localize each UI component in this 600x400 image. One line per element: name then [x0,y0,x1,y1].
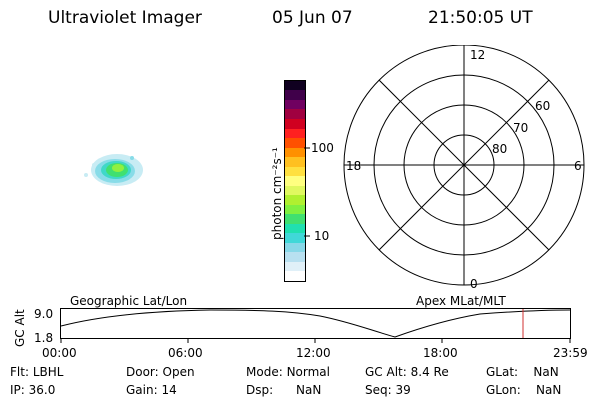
polar-label-left: 18 [346,159,361,173]
timeline-label-left: Geographic Lat/Lon [70,294,188,308]
polar-label-right: 6 [574,159,582,173]
colorbar-tick-10: 10 [314,229,330,243]
colorbar-swatch [285,214,305,224]
polar-label-top: 12 [470,48,485,62]
timeline-xtick-2359: 23:59 [553,346,588,360]
altitude-curve [60,309,571,338]
colorbar-swatch [285,80,305,91]
colorbar-swatch [285,138,305,148]
colorbar [284,80,306,282]
auroral-image [84,154,143,186]
info-mode: Mode: Normal [246,365,330,379]
colorbar-swatch [285,128,305,139]
colorbar-swatch [285,261,305,272]
colorbar-swatch [285,90,305,100]
polar-lat-70: 70 [513,121,528,135]
colorbar-swatch [285,223,305,234]
colorbar-swatch [285,242,305,253]
auroral-blob [84,154,143,186]
colorbar-swatch [285,157,305,167]
colorbar-tick-100: 100 [311,141,334,155]
colorbar-swatch [285,99,305,110]
colorbar-swatch [285,204,305,215]
instrument-title: Ultraviolet Imager [48,8,202,28]
colorbar-swatch [285,195,305,205]
polar-plot: 12 0 18 6 60 70 80 [343,45,585,290]
polar-diagonal-2 [378,79,550,251]
info-seq: Seq: 39 [365,383,411,397]
timeline-ytick-low: 1.8 [34,331,54,345]
colorbar-swatch [285,176,305,186]
polar-lat-80: 80 [492,142,507,156]
colorbar-ticks [304,147,310,237]
colorbar-swatch [285,147,305,158]
info-ip: IP: 36.0 [10,383,56,397]
timeline-xtick-1800: 18:00 [423,346,458,360]
timeline-xtick-1200: 12:00 [296,346,331,360]
timeline-ytick-high: 9.0 [34,307,54,321]
timeline-axis-label: GC Alt [13,309,27,347]
colorbar-swatch [285,166,305,177]
polar-label-bottom: 0 [470,277,478,290]
date-label: 05 Jun 07 [272,8,353,28]
timeline-xtick-0000: 00:00 [42,346,77,360]
colorbar-unit-label: photon cm⁻²s⁻¹ [270,147,284,240]
timeline-plot [60,308,571,343]
info-gain: Gain: 14 [126,383,177,397]
info-gc-alt: GC Alt: 8.4 Re [365,365,449,379]
info-door: Door: Open [126,365,195,379]
colorbar-swatch [285,233,305,243]
colorbar-swatch [285,118,305,129]
colorbar-swatch [285,252,305,262]
colorbar-swatch [285,185,305,196]
polar-lat-60: 60 [535,99,550,113]
info-dsp: Dsp: NaN [246,383,322,397]
colorbar-swatch [285,109,305,119]
timeline-xtick-0600: 06:00 [168,346,203,360]
info-glat: GLat: NaN [486,365,559,379]
info-glon: GLon: NaN [486,383,562,397]
colorbar-swatch [285,271,305,281]
timeline-label-right: Apex MLat/MLT [416,294,506,308]
info-flt: Flt: LBHL [10,365,64,379]
time-label: 21:50:05 UT [428,8,533,28]
